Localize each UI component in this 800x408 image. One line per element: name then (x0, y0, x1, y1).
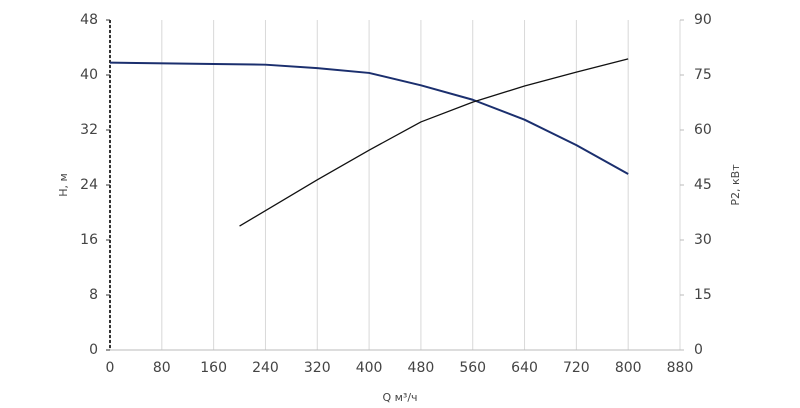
y2-axis-label: P2, кВт (729, 164, 742, 206)
y2-tick-label: 60 (694, 122, 712, 138)
y-tick-label: 40 (80, 67, 98, 83)
y-tick-label: 48 (80, 12, 98, 28)
y2-tick-label: 75 (694, 67, 712, 83)
y-tick-label: 8 (89, 287, 98, 303)
y2-tick-label: 90 (694, 12, 712, 28)
y-axis-label: H, м (57, 173, 70, 197)
x-tick-label: 0 (106, 360, 115, 376)
y-tick-label: 32 (80, 122, 98, 138)
y2-tick-label: 30 (694, 232, 712, 248)
y-tick-label: 16 (80, 232, 98, 248)
x-tick-label: 560 (459, 360, 486, 376)
x-axis-label: Q м³/ч (382, 391, 417, 404)
y-tick-label: 24 (80, 177, 98, 193)
x-tick-label: 320 (304, 360, 331, 376)
y2-tick-label: 0 (694, 342, 703, 358)
x-tick-label: 480 (408, 360, 435, 376)
x-tick-label: 160 (200, 360, 227, 376)
x-tick-label: 640 (511, 360, 538, 376)
x-tick-label: 80 (153, 360, 171, 376)
series-line (239, 58, 629, 227)
x-tick-label: 240 (252, 360, 279, 376)
series-line (109, 61, 629, 175)
x-tick-label: 400 (356, 360, 383, 376)
x-tick-label: 880 (667, 360, 694, 376)
x-tick-label: 720 (563, 360, 590, 376)
y-tick-label: 0 (89, 342, 98, 358)
x-tick-label: 800 (615, 360, 642, 376)
y2-tick-label: 15 (694, 287, 712, 303)
y2-tick-label: 45 (694, 177, 712, 193)
